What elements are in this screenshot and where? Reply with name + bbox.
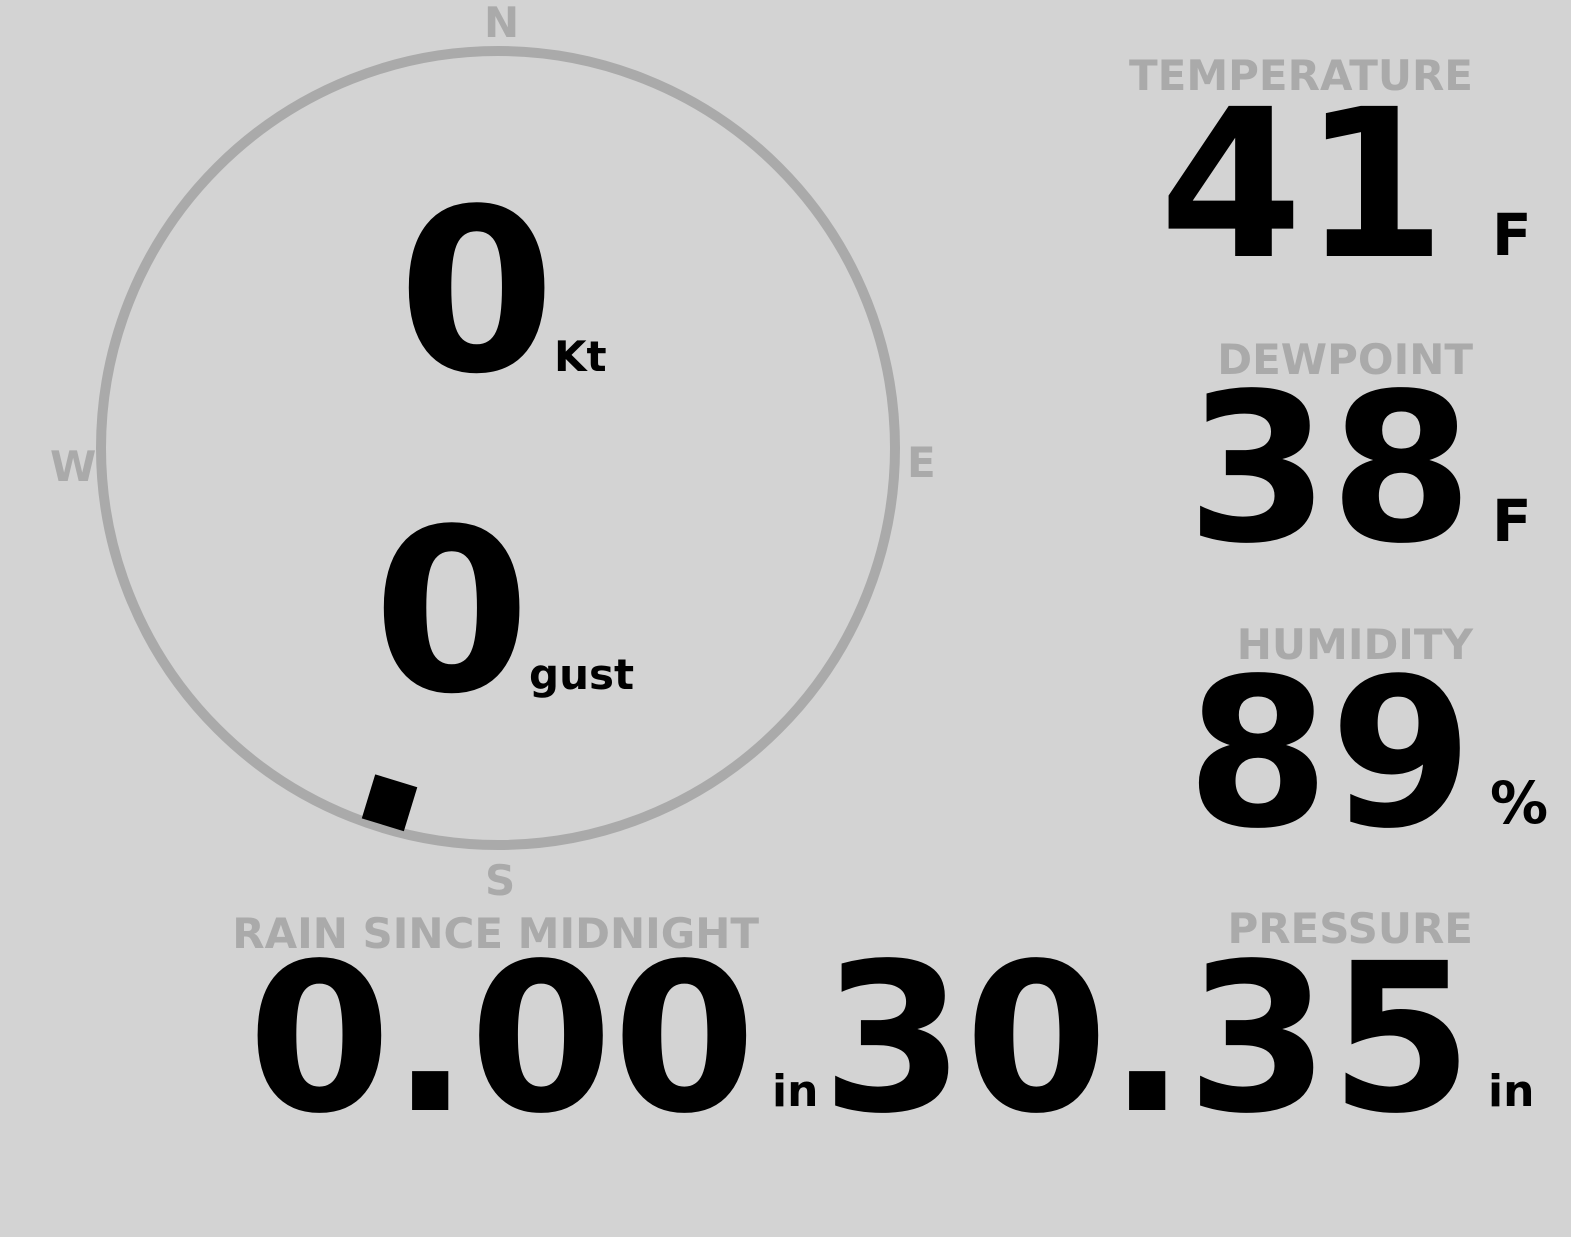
dewpoint-unit: F — [1492, 487, 1532, 555]
humidity-unit: % — [1490, 769, 1549, 837]
pressure-unit: in — [1488, 1066, 1535, 1117]
wind-gust-unit: gust — [529, 650, 635, 699]
compass-south-label: S — [485, 856, 516, 905]
rain-unit: in — [772, 1066, 819, 1117]
humidity-label: HUMIDITY — [1236, 620, 1473, 669]
wind-direction-marker — [361, 774, 418, 832]
temperature-unit: F — [1492, 201, 1532, 269]
compass-ring — [96, 46, 900, 850]
compass-west-label: W — [50, 442, 97, 491]
compass-east-label: E — [907, 438, 936, 487]
pressure-value: 30.35 — [821, 919, 1473, 1159]
dewpoint-value: 38 — [1186, 349, 1473, 589]
humidity-value: 89 — [1186, 634, 1473, 874]
wind-speed-unit: Kt — [554, 332, 607, 381]
wind-gust-value: 0 — [373, 481, 531, 744]
temperature-label: TEMPERATURE — [1129, 51, 1473, 100]
pressure-label: PRESSURE — [1227, 904, 1473, 953]
compass-north-label: N — [484, 0, 520, 47]
rain-label: RAIN SINCE MIDNIGHT — [232, 909, 759, 958]
dewpoint-label: DEWPOINT — [1217, 335, 1473, 384]
wind-speed-value: 0 — [398, 161, 556, 424]
rain-value: 0.00 — [247, 919, 756, 1159]
temperature-value: 41 — [1159, 65, 1446, 305]
